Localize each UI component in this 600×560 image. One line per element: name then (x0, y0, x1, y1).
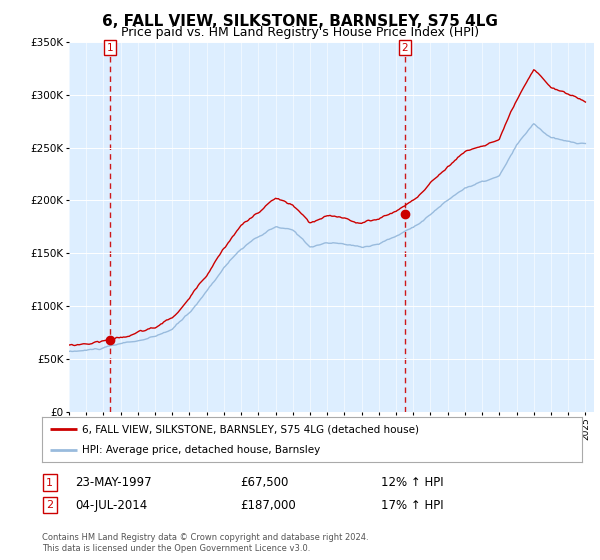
Text: 2: 2 (401, 43, 408, 53)
Text: 2: 2 (46, 500, 53, 510)
Text: Contains HM Land Registry data © Crown copyright and database right 2024.: Contains HM Land Registry data © Crown c… (42, 533, 368, 542)
Text: 1: 1 (46, 478, 53, 488)
Text: £67,500: £67,500 (240, 476, 289, 489)
Text: 04-JUL-2014: 04-JUL-2014 (75, 498, 147, 512)
Text: 12% ↑ HPI: 12% ↑ HPI (381, 476, 443, 489)
Text: 17% ↑ HPI: 17% ↑ HPI (381, 498, 443, 512)
Text: 23-MAY-1997: 23-MAY-1997 (75, 476, 152, 489)
Text: This data is licensed under the Open Government Licence v3.0.: This data is licensed under the Open Gov… (42, 544, 310, 553)
Text: 6, FALL VIEW, SILKSTONE, BARNSLEY, S75 4LG (detached house): 6, FALL VIEW, SILKSTONE, BARNSLEY, S75 4… (83, 424, 419, 435)
Text: £187,000: £187,000 (240, 498, 296, 512)
Text: HPI: Average price, detached house, Barnsley: HPI: Average price, detached house, Barn… (83, 445, 321, 455)
Text: Price paid vs. HM Land Registry's House Price Index (HPI): Price paid vs. HM Land Registry's House … (121, 26, 479, 39)
Text: 1: 1 (107, 43, 113, 53)
Text: 6, FALL VIEW, SILKSTONE, BARNSLEY, S75 4LG: 6, FALL VIEW, SILKSTONE, BARNSLEY, S75 4… (102, 14, 498, 29)
